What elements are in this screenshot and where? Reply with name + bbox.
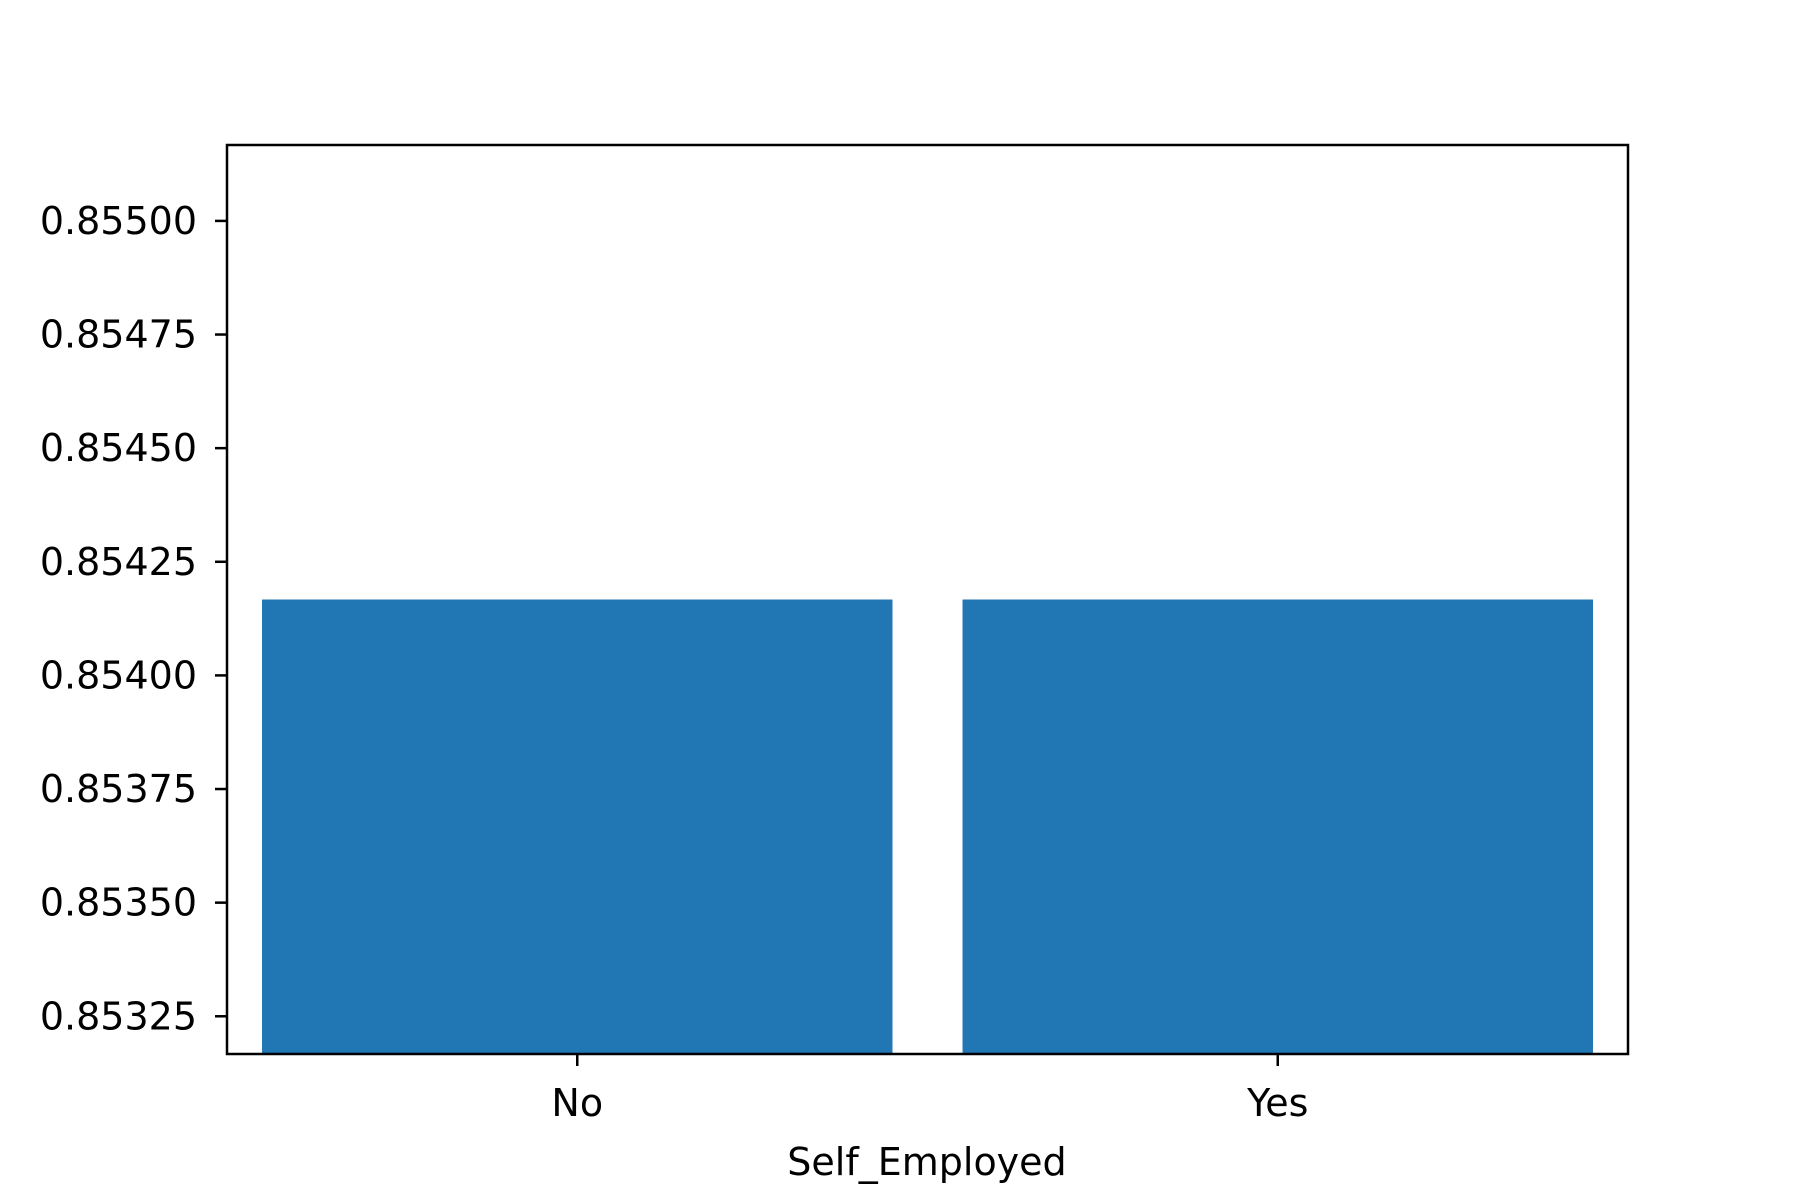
y-tick-label: 0.85425 — [40, 540, 197, 584]
x-tick-label: No — [551, 1081, 603, 1125]
y-tick-label: 0.85450 — [40, 426, 197, 470]
y-tick-label: 0.85350 — [40, 881, 197, 925]
x-tick-label: Yes — [1246, 1081, 1308, 1125]
y-axis: 0.85325 0.85350 0.85375 0.85400 0.85425 0.854… — [40, 199, 227, 1038]
y-tick-label: 0.85400 — [40, 653, 197, 697]
bar-no — [262, 599, 893, 1054]
bars-layer — [262, 599, 1593, 1054]
x-axis: No Yes — [551, 1054, 1308, 1125]
plot-frame — [225, 143, 1630, 1056]
x-axis-label: Self_Employed — [787, 1140, 1066, 1184]
y-tick-label: 0.85500 — [40, 199, 197, 243]
y-tick-label: 0.85325 — [40, 994, 197, 1038]
bar-yes — [962, 599, 1593, 1054]
y-tick-label: 0.85475 — [40, 313, 197, 357]
y-tick-label: 0.85375 — [40, 767, 197, 811]
